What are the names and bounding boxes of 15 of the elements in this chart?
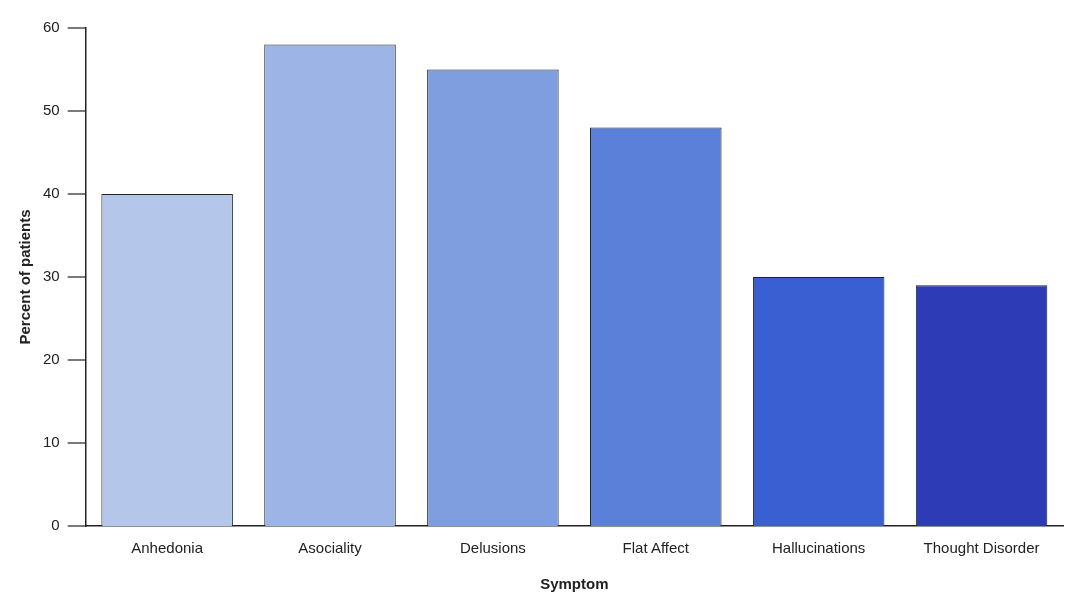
y-tick-label: 30 xyxy=(43,267,60,285)
x-tick-label: Delusions xyxy=(459,539,526,557)
x-tick-label: Anhedonia xyxy=(131,539,204,557)
x-tick-label: Hallucinations xyxy=(771,539,866,557)
y-tick-label: 40 xyxy=(43,184,60,202)
x-axis-title: Symptom xyxy=(540,575,609,593)
y-tick-label: 50 xyxy=(43,101,60,119)
x-tick-label: Asociality xyxy=(298,539,363,557)
x-tick-label: Thought Disorder xyxy=(923,539,1040,557)
y-tick-label: 60 xyxy=(43,18,60,36)
y-tick-label: 10 xyxy=(43,433,60,451)
y-tick-label: 0 xyxy=(51,516,60,534)
y-tick-label: 20 xyxy=(43,350,60,368)
y-axis-title: Percent of patients xyxy=(16,209,34,345)
x-tick-label: Flat Affect xyxy=(622,539,690,557)
